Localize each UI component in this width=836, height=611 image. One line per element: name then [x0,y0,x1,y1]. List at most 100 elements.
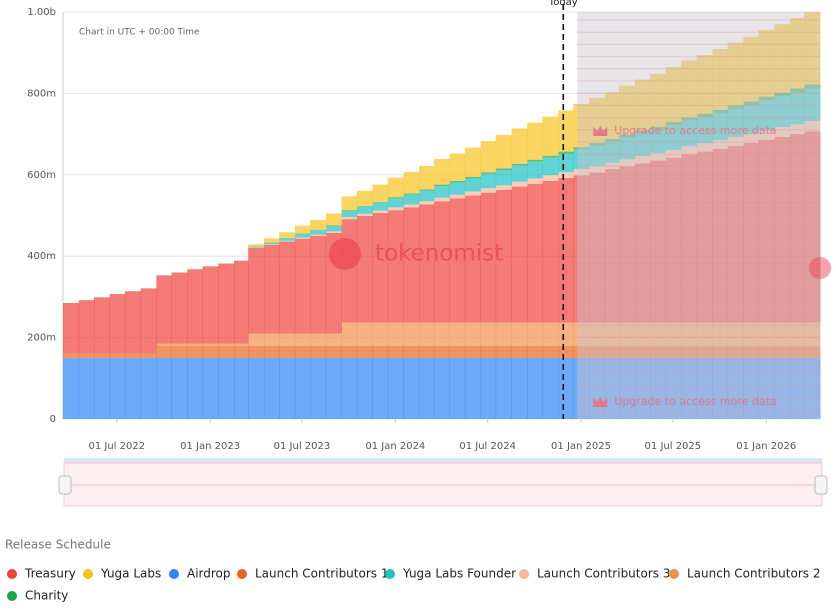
legend-item[interactable]: Launch Contributors 3 [519,567,670,581]
area-step [78,300,95,354]
area-step [449,180,466,183]
area-step [310,234,327,236]
navigator[interactable] [58,458,828,507]
area-step [804,84,821,89]
area-step [325,333,342,346]
area-step [464,176,481,179]
area-step [387,197,404,199]
area-step [774,345,791,358]
area-step [341,357,358,419]
area-step [696,357,713,419]
area-step [356,190,373,207]
area-step [758,345,775,358]
legend-item[interactable]: Yuga Labs [83,567,161,581]
area-step [558,154,574,173]
area-step [279,241,296,334]
area-step [696,113,713,118]
legend-dot [237,569,247,579]
y-tick-label: 200m [27,333,56,344]
area-step [604,92,620,139]
area-step [680,322,698,346]
navigator-handle-left[interactable] [58,475,72,495]
area-step [310,357,327,419]
area-step [743,36,760,102]
area-step [558,357,574,419]
area-step [558,151,574,155]
locked-region [577,12,820,419]
area-step [604,141,620,163]
area-step [712,148,729,323]
area-step [419,190,435,202]
area-step [542,116,559,156]
area-step [480,357,497,419]
area-step [403,204,420,208]
area-step [680,345,698,358]
area-step [665,66,682,122]
area-step [433,345,451,358]
area-step [279,232,296,238]
area-step [542,157,559,176]
area-step [604,169,620,323]
watermark: tokenomist [375,241,503,267]
area-step [63,303,80,354]
area-step [680,117,698,121]
area-step [248,357,265,419]
legend-item[interactable]: Yuga Labs Founder [385,567,516,581]
area-step [171,345,188,358]
area-step [589,145,606,166]
area-step [650,129,667,154]
area-step [712,345,729,358]
area-step [511,128,528,164]
area-step [93,297,111,354]
area-step [542,345,559,358]
area-step [449,182,466,195]
area-step [573,103,590,148]
area-step [310,345,327,358]
legend-item[interactable]: Charity [7,589,68,603]
area-step [248,244,265,247]
area-step [604,357,620,419]
area-step [495,189,512,323]
area-step [310,219,327,230]
area-step [449,345,466,358]
area-step [279,238,296,241]
area-step [140,357,157,419]
x-tick-label: 01 Jul 2024 [459,441,516,452]
area-step [758,130,775,140]
area-step [727,108,744,137]
area-step [527,159,543,162]
area-step [665,149,682,158]
y-tick-label: 1.00b [27,7,56,18]
area-step [419,357,435,419]
area-step [341,345,358,358]
area-step [310,235,327,334]
area-step [403,322,420,346]
area-step [403,345,420,358]
area-step [310,230,327,235]
area-step [774,92,791,97]
y-tick-label: 800m [27,88,56,99]
area-step [419,201,435,205]
area-step [558,110,574,152]
area-step [93,357,111,419]
area-step [680,154,698,323]
area-step [650,153,667,161]
upgrade-note: Upgrade to access more data [614,124,776,137]
area-step [156,357,172,419]
watermark-icon [329,238,361,270]
legend-item[interactable]: Airdrop [169,567,231,581]
y-tick-label: 0 [50,414,56,425]
area-step [727,322,744,346]
area-step [387,210,404,323]
area-step [263,242,280,245]
navigator-handle-right[interactable] [814,475,828,495]
area-step [372,322,389,346]
legend-item[interactable]: Launch Contributors 2 [669,567,820,581]
area-step [634,79,651,131]
x-tick-label: 01 Jul 2023 [274,441,331,452]
area-step [387,345,404,358]
area-step [712,140,729,149]
legend-item[interactable]: Treasury [7,567,76,581]
legend-item[interactable]: Launch Contributors 1 [237,567,388,581]
area-step [634,133,651,157]
